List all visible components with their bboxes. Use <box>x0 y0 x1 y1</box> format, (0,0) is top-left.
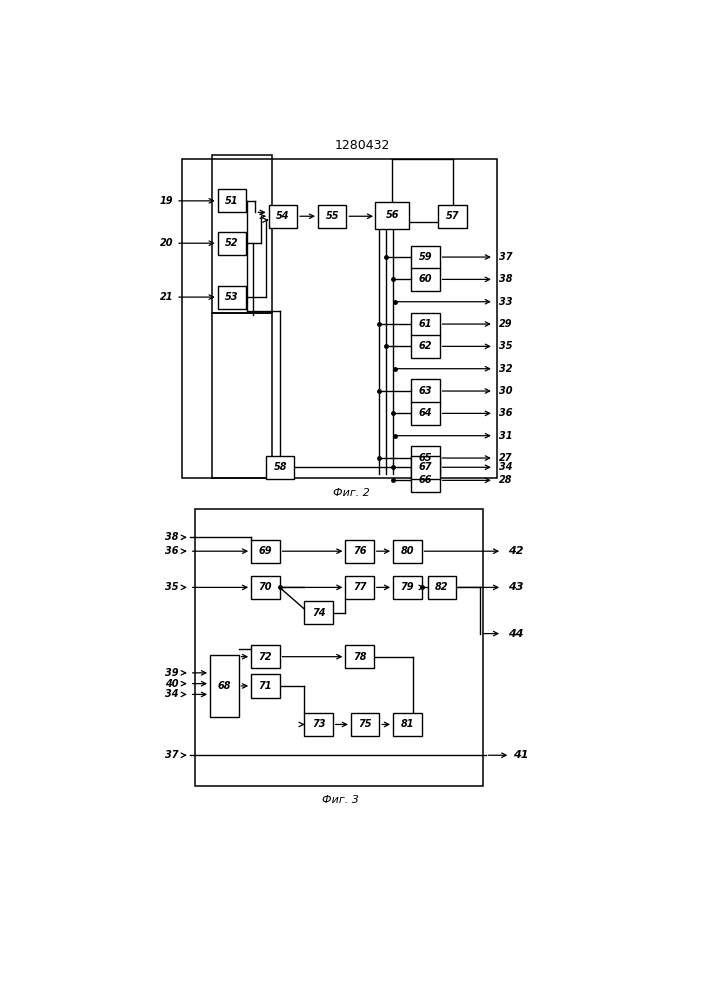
Text: 20: 20 <box>160 238 173 248</box>
Text: 63: 63 <box>419 386 432 396</box>
Text: 35: 35 <box>165 582 179 592</box>
FancyBboxPatch shape <box>411 268 440 291</box>
FancyBboxPatch shape <box>251 674 279 698</box>
Text: 55: 55 <box>325 211 339 221</box>
Text: 40: 40 <box>165 679 179 689</box>
Text: 69: 69 <box>259 546 272 556</box>
Text: 27: 27 <box>499 453 513 463</box>
Text: 65: 65 <box>419 453 432 463</box>
Text: 37: 37 <box>165 750 179 760</box>
FancyBboxPatch shape <box>411 402 440 425</box>
FancyBboxPatch shape <box>269 205 297 228</box>
Text: 77: 77 <box>353 582 366 592</box>
Text: 51: 51 <box>226 196 239 206</box>
Text: 1280432: 1280432 <box>334 139 390 152</box>
Text: 53: 53 <box>226 292 239 302</box>
Text: 82: 82 <box>435 582 448 592</box>
FancyBboxPatch shape <box>411 335 440 358</box>
Text: 68: 68 <box>218 681 231 691</box>
Text: 37: 37 <box>499 252 513 262</box>
Text: 36: 36 <box>165 546 179 556</box>
Text: 34: 34 <box>499 462 513 472</box>
FancyBboxPatch shape <box>393 713 421 736</box>
FancyBboxPatch shape <box>345 645 374 668</box>
Text: 41: 41 <box>513 750 529 760</box>
FancyBboxPatch shape <box>345 576 374 599</box>
Text: 28: 28 <box>499 475 513 485</box>
Text: 33: 33 <box>499 297 513 307</box>
Text: 34: 34 <box>165 689 179 699</box>
Text: 60: 60 <box>419 274 432 284</box>
FancyBboxPatch shape <box>218 232 246 255</box>
Text: 74: 74 <box>312 608 325 618</box>
FancyBboxPatch shape <box>428 576 456 599</box>
Text: Фиг. 2: Фиг. 2 <box>333 488 370 498</box>
FancyBboxPatch shape <box>393 540 421 563</box>
Text: 59: 59 <box>419 252 432 262</box>
Text: 57: 57 <box>446 211 460 221</box>
FancyBboxPatch shape <box>218 189 246 212</box>
Text: 80: 80 <box>401 546 414 556</box>
FancyBboxPatch shape <box>411 456 440 479</box>
Text: 78: 78 <box>353 652 366 662</box>
Text: 38: 38 <box>165 532 179 542</box>
FancyBboxPatch shape <box>411 469 440 492</box>
FancyBboxPatch shape <box>266 456 294 479</box>
FancyBboxPatch shape <box>304 601 333 624</box>
FancyBboxPatch shape <box>438 205 467 228</box>
Text: 29: 29 <box>499 319 513 329</box>
Text: 58: 58 <box>274 462 287 472</box>
Text: 42: 42 <box>508 546 523 556</box>
FancyBboxPatch shape <box>375 202 409 229</box>
Text: 76: 76 <box>353 546 366 556</box>
Bar <box>182 158 496 478</box>
Text: 61: 61 <box>419 319 432 329</box>
Text: 44: 44 <box>508 629 523 639</box>
Text: 52: 52 <box>226 238 239 248</box>
Text: 62: 62 <box>419 341 432 351</box>
FancyBboxPatch shape <box>318 205 346 228</box>
FancyBboxPatch shape <box>251 576 279 599</box>
FancyBboxPatch shape <box>218 286 246 309</box>
Text: 19: 19 <box>160 196 173 206</box>
Text: 32: 32 <box>499 364 513 374</box>
FancyBboxPatch shape <box>345 540 374 563</box>
FancyBboxPatch shape <box>411 379 440 403</box>
FancyBboxPatch shape <box>251 540 279 563</box>
Bar <box>195 509 483 786</box>
Text: 81: 81 <box>401 719 414 729</box>
Text: 54: 54 <box>276 211 290 221</box>
Text: 38: 38 <box>499 274 513 284</box>
FancyBboxPatch shape <box>251 645 279 668</box>
Bar <box>211 312 272 478</box>
Bar <box>211 155 272 312</box>
Text: 71: 71 <box>259 681 272 691</box>
Text: 64: 64 <box>419 408 432 418</box>
FancyBboxPatch shape <box>304 713 333 736</box>
Text: 72: 72 <box>259 652 272 662</box>
FancyBboxPatch shape <box>351 713 380 736</box>
Text: 31: 31 <box>499 431 513 441</box>
Text: 35: 35 <box>499 341 513 351</box>
Text: Фиг. 3: Фиг. 3 <box>322 795 359 805</box>
Text: 36: 36 <box>499 408 513 418</box>
Text: 66: 66 <box>419 475 432 485</box>
FancyBboxPatch shape <box>393 576 421 599</box>
Text: 43: 43 <box>508 582 523 592</box>
FancyBboxPatch shape <box>411 246 440 269</box>
Text: 67: 67 <box>419 462 432 472</box>
Text: 73: 73 <box>312 719 325 729</box>
Text: 30: 30 <box>499 386 513 396</box>
FancyBboxPatch shape <box>411 446 440 470</box>
Text: 56: 56 <box>386 210 399 220</box>
FancyBboxPatch shape <box>411 312 440 336</box>
Text: 21: 21 <box>160 292 173 302</box>
Text: 70: 70 <box>259 582 272 592</box>
Text: 75: 75 <box>358 719 372 729</box>
Text: 39: 39 <box>165 668 179 678</box>
FancyBboxPatch shape <box>210 655 238 717</box>
Text: 79: 79 <box>401 582 414 592</box>
